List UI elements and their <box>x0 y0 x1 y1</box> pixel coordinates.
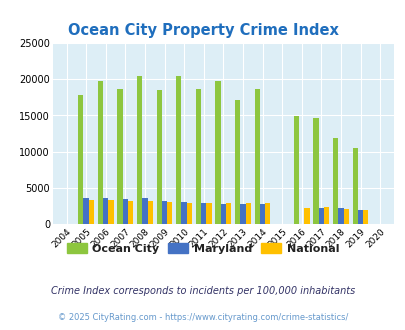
Bar <box>181 202 186 224</box>
Bar <box>195 89 200 224</box>
Bar <box>206 203 211 224</box>
Bar <box>215 82 220 224</box>
Bar <box>362 210 367 224</box>
Bar <box>142 198 147 224</box>
Text: Crime Index corresponds to incidents per 100,000 inhabitants: Crime Index corresponds to incidents per… <box>51 286 354 296</box>
Bar <box>332 138 337 224</box>
Bar <box>89 200 94 224</box>
Bar <box>318 208 323 224</box>
Bar <box>313 118 318 224</box>
Bar <box>128 201 133 224</box>
Bar <box>352 148 357 224</box>
Bar <box>337 209 343 224</box>
Bar <box>162 201 167 224</box>
Bar <box>304 208 309 224</box>
Bar <box>186 203 192 224</box>
Bar <box>147 201 152 224</box>
Text: © 2025 CityRating.com - https://www.cityrating.com/crime-statistics/: © 2025 CityRating.com - https://www.city… <box>58 313 347 322</box>
Bar <box>357 210 362 224</box>
Bar <box>122 199 128 224</box>
Bar <box>78 95 83 224</box>
Bar <box>343 209 348 224</box>
Bar <box>176 76 181 224</box>
Bar <box>167 202 172 224</box>
Bar <box>226 203 231 224</box>
Bar <box>98 82 103 224</box>
Bar <box>108 200 113 224</box>
Bar <box>264 203 270 224</box>
Bar <box>234 100 240 224</box>
Bar <box>245 203 250 224</box>
Bar <box>259 204 264 224</box>
Bar <box>240 204 245 224</box>
Bar <box>136 76 142 224</box>
Bar <box>103 198 108 224</box>
Bar <box>293 116 298 224</box>
Text: Ocean City Property Crime Index: Ocean City Property Crime Index <box>67 23 338 38</box>
Legend: Ocean City, Maryland, National: Ocean City, Maryland, National <box>62 239 343 258</box>
Bar <box>117 89 122 224</box>
Bar <box>220 204 226 224</box>
Bar <box>254 89 259 224</box>
Bar <box>83 198 89 224</box>
Bar <box>200 203 206 224</box>
Bar <box>323 207 328 224</box>
Bar <box>156 90 162 224</box>
